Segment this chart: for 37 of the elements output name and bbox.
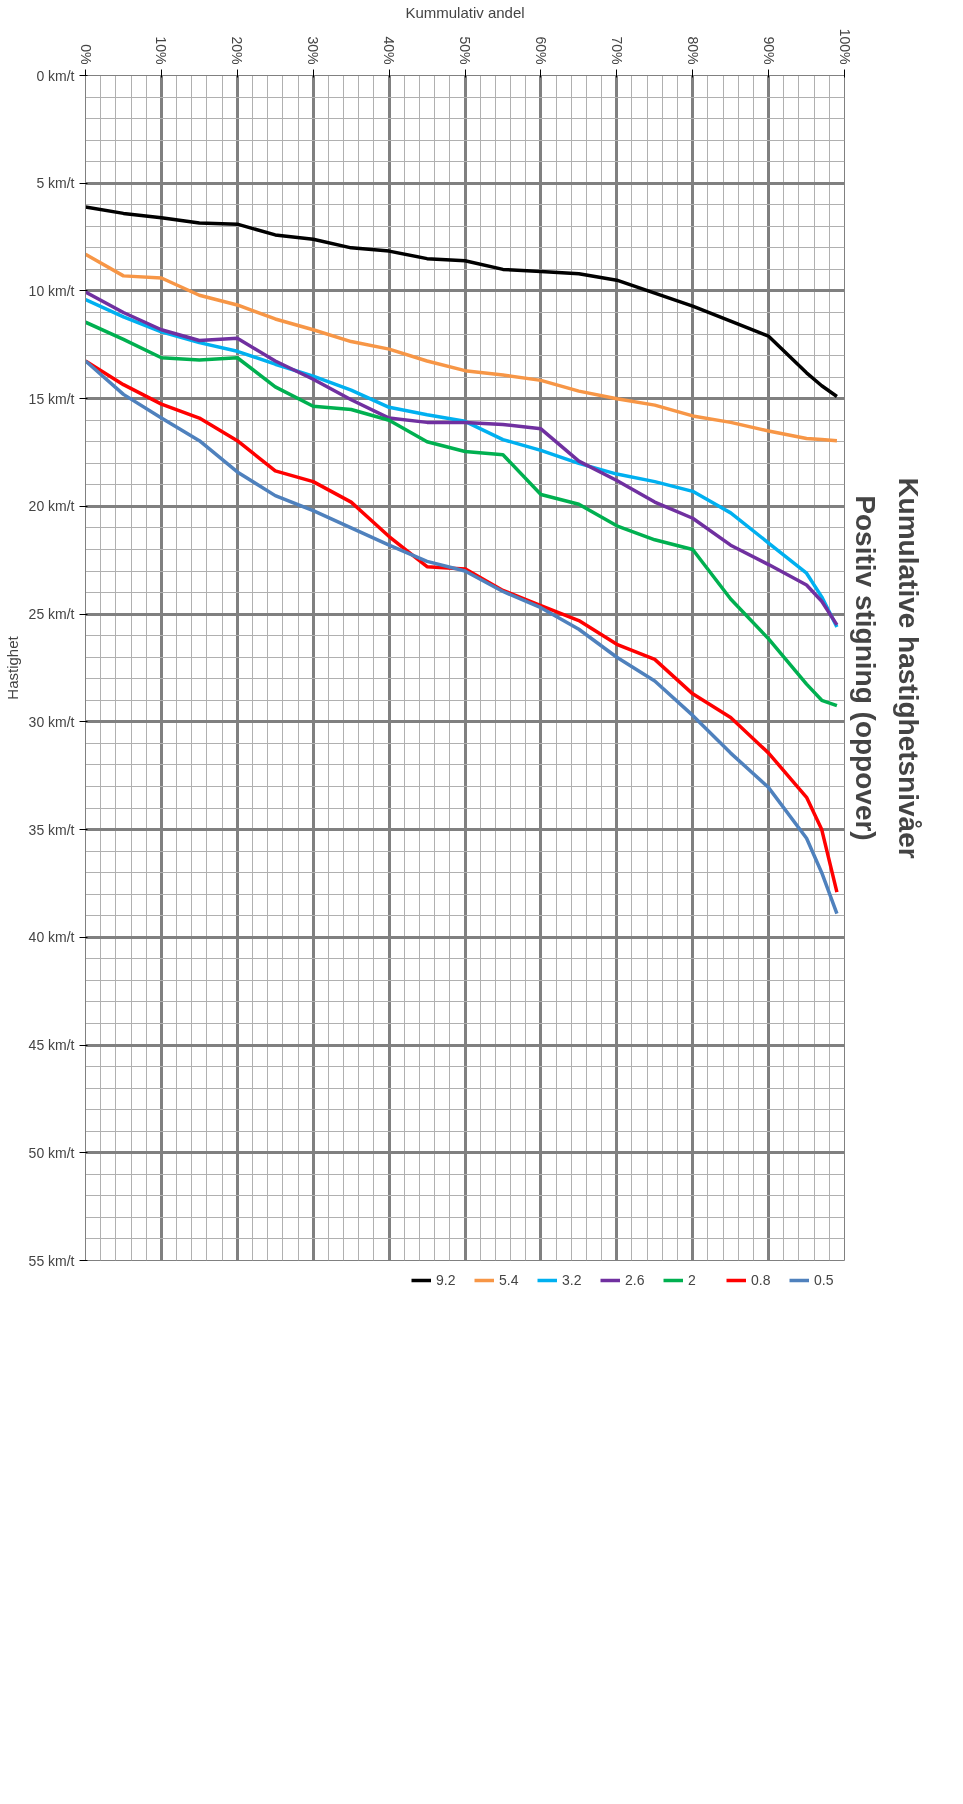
- legend-label: 5.4: [499, 1272, 519, 1288]
- line-series: [85, 252, 839, 443]
- y-tick-label: 5 km/t: [36, 175, 75, 192]
- x-tick-label: 90%: [760, 36, 777, 65]
- y-tick-label: 35 km/t: [28, 821, 75, 838]
- text: Positiv stigning (oppover): [849, 495, 881, 841]
- legend-label: 2: [688, 1272, 697, 1288]
- y-tick-label: 30 km/t: [28, 713, 75, 730]
- y-tick-label: 50 km/t: [28, 1144, 75, 1161]
- y-tick-label: 10 km/t: [28, 282, 75, 299]
- y-tick-label: 0 km/t: [36, 67, 75, 84]
- legend-label: 9.2: [436, 1272, 456, 1288]
- x-tick-label: 0%: [77, 44, 94, 65]
- x-tick-label: 100%: [836, 28, 853, 65]
- legend-label: 0.5: [814, 1272, 834, 1288]
- legend-label: 2.6: [625, 1272, 645, 1288]
- y-tick-label: 20 km/t: [28, 498, 75, 515]
- y-axis-title: Hastighet: [3, 635, 21, 700]
- x-tick-label: 60%: [532, 36, 549, 65]
- x-tick-label: 10%: [153, 36, 170, 65]
- legend-label: 0.8: [751, 1272, 771, 1288]
- y-tick-label: 55 km/t: [28, 1252, 75, 1269]
- y-tick-label: 40 km/t: [28, 929, 75, 946]
- x-tick-label: 20%: [229, 36, 246, 65]
- x-tick-label: 30%: [305, 36, 322, 65]
- x-tick-label: 80%: [684, 36, 701, 65]
- text: Kumulative hastighetsnivåer: [892, 477, 924, 859]
- legend-label: 3.2: [562, 1272, 582, 1288]
- y-tick-label: 45 km/t: [28, 1037, 75, 1054]
- y-tick-label: 15 km/t: [28, 390, 75, 407]
- y-tick-label: 25 km/t: [28, 606, 75, 623]
- line-series: [85, 320, 839, 708]
- line-series: [85, 205, 839, 399]
- x-tick-label: 40%: [381, 36, 398, 65]
- x-axis-title: Kummulativ andel: [405, 3, 525, 21]
- x-tick-label: 70%: [608, 36, 625, 65]
- x-tick-label: 50%: [457, 36, 473, 65]
